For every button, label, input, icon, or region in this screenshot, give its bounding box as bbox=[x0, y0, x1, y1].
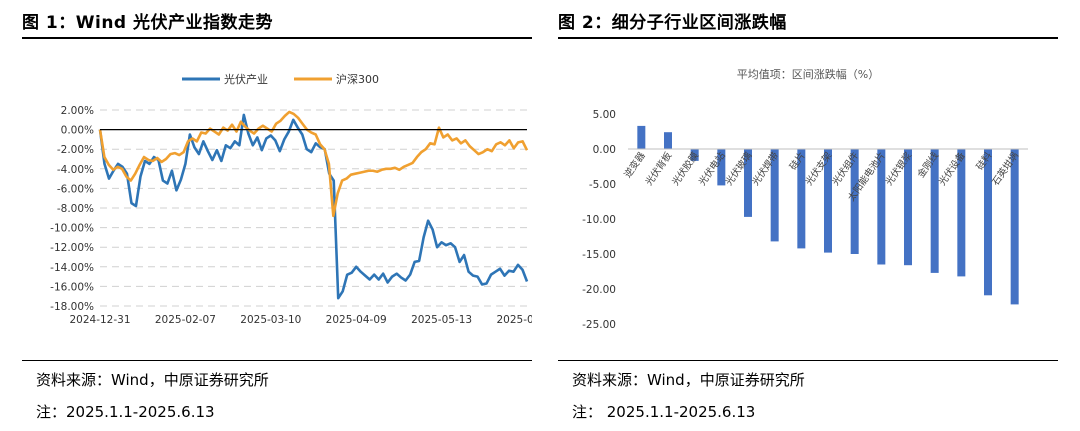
y-tick-label: 5.00 bbox=[593, 109, 616, 121]
y-tick-label: -10.00% bbox=[50, 223, 94, 235]
bar-1 bbox=[664, 132, 672, 149]
series-line-0 bbox=[98, 113, 529, 300]
figure-2-bottom-rule bbox=[558, 360, 1058, 361]
figure-2-note: 注： 2025.1.1-2025.6.13 bbox=[572, 403, 756, 421]
bar-6 bbox=[797, 149, 806, 249]
category-label: 逆变器 bbox=[622, 149, 648, 180]
subsector-bar-chart: 平均值项：区间涨跌幅（%） 5.00 0.00 -5.00 -10.00 -15.00 -2… bbox=[582, 67, 1028, 331]
figure-1-title: 图 1：Wind 光伏产业指数走势 bbox=[22, 13, 274, 33]
bar-3 bbox=[717, 149, 726, 186]
bar-chart-title: 平均值项：区间涨跌幅（%） bbox=[737, 67, 879, 81]
y-tick-label: -10.00 bbox=[582, 214, 616, 226]
x-tick-label: 2025-04-09 bbox=[326, 314, 387, 326]
series-line-1 bbox=[98, 110, 529, 218]
y-tick-label: -6.00% bbox=[57, 183, 94, 195]
bar-0 bbox=[637, 125, 646, 149]
bar-4 bbox=[744, 149, 752, 217]
x-tick-label: 2025-03-10 bbox=[240, 314, 301, 326]
figure-1-note: 注：2025.1.1-2025.6.13 bbox=[36, 403, 215, 421]
bar-5 bbox=[770, 149, 779, 242]
bar-10 bbox=[904, 149, 912, 266]
y-tick-label: -8.00% bbox=[57, 203, 94, 215]
y-tick-label: -2.00% bbox=[57, 144, 94, 156]
figure-1-source: 资料来源：Wind，中原证券研究所 bbox=[36, 371, 269, 389]
bar-2 bbox=[690, 149, 699, 161]
line-chart-legend: 光伏产业 沪深300 bbox=[182, 72, 379, 86]
figure-1-top-rule bbox=[22, 37, 532, 39]
bar-9 bbox=[877, 149, 886, 265]
figure-2-title: 图 2：细分子行业区间涨跌幅 bbox=[558, 13, 787, 33]
y-tick-label: -5.00 bbox=[589, 179, 616, 191]
legend-label-0: 光伏产业 bbox=[224, 72, 268, 86]
y-tick-label: 0.00% bbox=[61, 125, 94, 137]
figure-2-top-rule bbox=[558, 37, 1058, 39]
bar-7 bbox=[824, 149, 832, 253]
y-tick-label: -15.00 bbox=[582, 249, 616, 261]
figure-2-source: 资料来源：Wind，中原证券研究所 bbox=[572, 371, 805, 389]
x-tick-label: 2025-05-13 bbox=[411, 314, 472, 326]
legend-label-1: 沪深300 bbox=[336, 72, 379, 86]
pv-index-line-chart: 光伏产业 沪深300 2.00% 0.00% -2.00% -4.00% -6.00% -8.… bbox=[50, 72, 532, 326]
bar-12 bbox=[957, 149, 966, 277]
y-tick-label: -14.00% bbox=[50, 262, 94, 274]
bar-14 bbox=[1010, 149, 1019, 305]
bar-13 bbox=[984, 149, 992, 296]
y-tick-label: -18.00% bbox=[50, 301, 94, 313]
y-tick-label: -16.00% bbox=[50, 281, 94, 293]
y-tick-label: -4.00% bbox=[57, 164, 94, 176]
bar-8 bbox=[850, 149, 859, 254]
figure-1-bottom-rule bbox=[22, 360, 532, 361]
y-tick-label: 0.00 bbox=[593, 144, 616, 156]
x-tick-label: 2025-06-12 bbox=[496, 314, 532, 326]
bar-11 bbox=[930, 149, 939, 273]
x-tick-label: 2025-02-07 bbox=[155, 314, 216, 326]
y-tick-label: -25.00 bbox=[582, 319, 616, 331]
y-tick-label: -20.00 bbox=[582, 284, 616, 296]
x-tick-label: 2024-12-31 bbox=[69, 314, 130, 326]
y-tick-label: 2.00% bbox=[61, 105, 94, 117]
y-tick-label: -12.00% bbox=[50, 242, 94, 254]
